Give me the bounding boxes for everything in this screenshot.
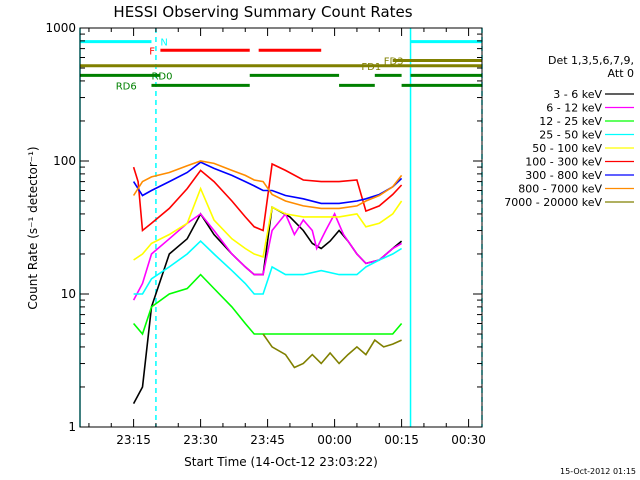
y-tick-label: 100 bbox=[53, 154, 76, 168]
plot-area: NF FD1 FD3 RD0 RD6 bbox=[79, 28, 483, 427]
legend-label: 50 - 100 keV bbox=[532, 142, 602, 155]
axes: 23:15 23:30 23:45 00:00 00:15 00:30 1 10 100 1000 bbox=[45, 21, 485, 447]
y-tick-label: 1 bbox=[68, 420, 76, 434]
series-line bbox=[262, 333, 402, 369]
x-axis-label: Start Time (14-Oct-12 23:03:22) bbox=[184, 455, 378, 469]
state-band-label: N bbox=[160, 38, 167, 49]
series-line bbox=[133, 186, 403, 261]
x-tick-label: 00:00 bbox=[317, 433, 352, 447]
x-tick-label: 23:45 bbox=[250, 433, 285, 447]
x-tick-label: 23:30 bbox=[183, 433, 218, 447]
x-tick-label: 00:15 bbox=[384, 433, 419, 447]
series-line bbox=[132, 212, 402, 301]
legend-label: 100 - 300 keV bbox=[525, 156, 602, 169]
series-line bbox=[132, 162, 403, 233]
legend-label: 6 - 12 keV bbox=[546, 102, 602, 115]
series-line bbox=[132, 161, 403, 205]
x-tick-label: 00:30 bbox=[451, 433, 486, 447]
series-line bbox=[132, 273, 403, 336]
x-tick-label: 23:15 bbox=[116, 433, 151, 447]
state-band-label: F bbox=[149, 46, 155, 57]
y-axis-label: Count Rate (s⁻¹ detector⁻¹) bbox=[26, 146, 40, 309]
state-band-label: RD6 bbox=[116, 81, 137, 92]
legend-label: 25 - 50 keV bbox=[539, 129, 602, 142]
series-line bbox=[132, 160, 403, 210]
legend-label: 12 - 25 keV bbox=[539, 115, 602, 128]
chart-title: HESSI Observing Summary Count Rates bbox=[113, 3, 412, 21]
state-band-label: RD0 bbox=[151, 71, 172, 82]
legend-label: 3 - 6 keV bbox=[553, 88, 602, 101]
y-tick-label: 1000 bbox=[45, 21, 76, 35]
footer-timestamp: 15-Oct-2012 01:15 bbox=[560, 467, 636, 476]
state-band-label: FD1 bbox=[361, 62, 381, 73]
series-line bbox=[132, 205, 403, 404]
series-line bbox=[133, 239, 403, 295]
plot-frame bbox=[79, 27, 483, 428]
legend-label: 7000 - 20000 keV bbox=[504, 196, 602, 209]
legend-label: 300 - 800 keV bbox=[525, 169, 602, 182]
y-tick-label: 10 bbox=[61, 287, 76, 301]
legend-header: Att 0 bbox=[608, 67, 634, 80]
legend-label: 800 - 7000 keV bbox=[518, 183, 602, 196]
state-band-label: FD3 bbox=[384, 56, 404, 67]
legend-header: Det 1,3,5,6,7,9, bbox=[548, 54, 634, 67]
